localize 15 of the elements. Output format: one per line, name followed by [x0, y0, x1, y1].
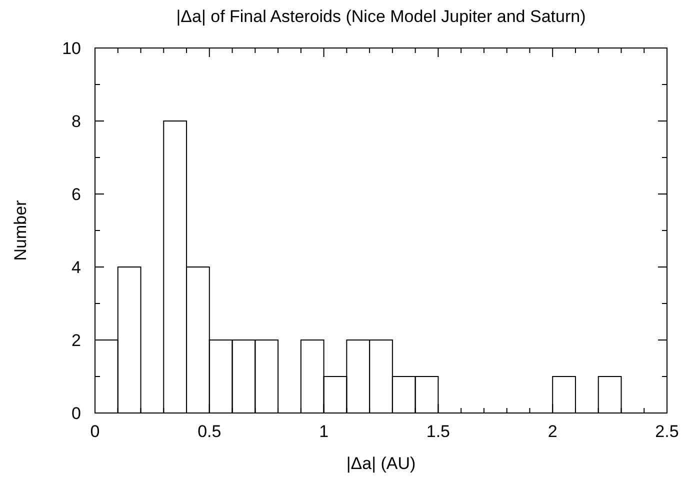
x-axis-title: |Δa| (AU): [346, 454, 416, 473]
x-tick-label: 2: [548, 422, 558, 441]
y-tick-label: 8: [72, 112, 81, 131]
chart-title: |Δa| of Final Asteroids (Nice Model Jupiter and Saturn): [176, 7, 586, 26]
y-tick-label: 6: [72, 185, 81, 204]
y-tick-label: 4: [72, 258, 81, 277]
y-axis-title: Number: [11, 200, 30, 261]
x-tick-label: 1: [319, 422, 329, 441]
x-tick-label: 2.5: [655, 422, 679, 441]
x-tick-label: 0: [90, 422, 100, 441]
y-tick-label: 10: [62, 39, 81, 58]
x-tick-label: 1.5: [426, 422, 450, 441]
x-tick-label: 0.5: [198, 422, 222, 441]
y-tick-label: 2: [72, 331, 81, 350]
y-tick-label: 0: [72, 404, 81, 423]
